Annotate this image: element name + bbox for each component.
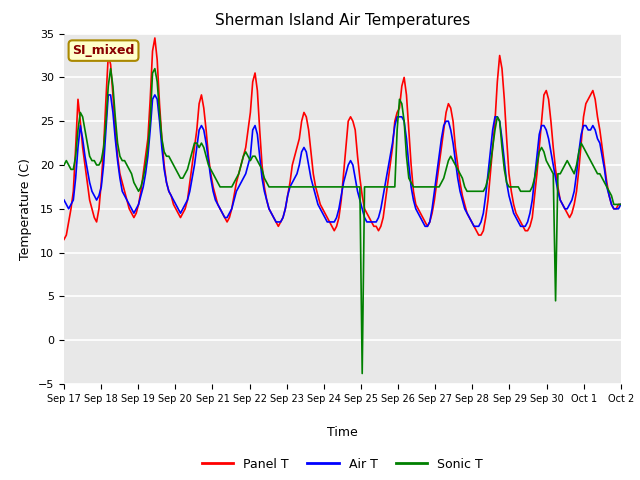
Legend: Panel T, Air T, Sonic T: Panel T, Air T, Sonic T bbox=[196, 453, 488, 476]
Title: Sherman Island Air Temperatures: Sherman Island Air Temperatures bbox=[215, 13, 470, 28]
Text: SI_mixed: SI_mixed bbox=[72, 44, 135, 57]
X-axis label: Time: Time bbox=[327, 426, 358, 439]
Y-axis label: Temperature (C): Temperature (C) bbox=[19, 158, 33, 260]
